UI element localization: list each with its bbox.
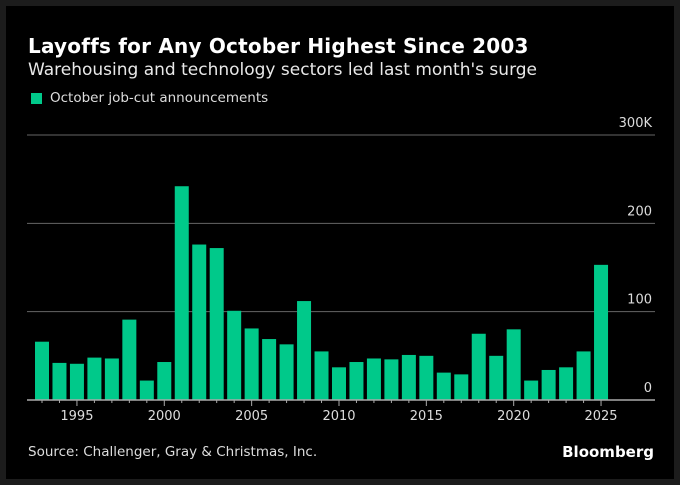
x-tick-label: 1995: [60, 409, 93, 424]
y-tick-label: 100: [627, 293, 652, 308]
bar-1994: [52, 362, 67, 400]
bar-2018: [471, 333, 486, 400]
bar-1996: [87, 357, 102, 400]
y-tick-label: 0: [644, 381, 652, 396]
bar-2008: [297, 301, 312, 400]
chart-title: Layoffs for Any October Highest Since 20…: [28, 34, 529, 58]
bar-2019: [489, 355, 504, 400]
bar-1998: [122, 319, 137, 400]
bar-1993: [35, 341, 49, 400]
bar-1997: [104, 358, 119, 400]
bar-2003: [209, 248, 224, 400]
legend-swatch: [31, 92, 42, 104]
x-tick-label: 2025: [584, 409, 617, 424]
chart-subtitle: Warehousing and technology sectors led l…: [28, 60, 538, 80]
legend-label: October job-cut announcements: [50, 90, 269, 106]
bar-2013: [384, 359, 399, 400]
bar-2001: [174, 186, 189, 400]
x-tick-label: 2000: [148, 409, 181, 424]
bar-1995: [69, 363, 84, 400]
bar-2004: [227, 310, 242, 400]
bar-2002: [192, 244, 207, 400]
x-tick-label: 2015: [410, 409, 443, 424]
bar-2023: [559, 367, 574, 400]
bar-2011: [349, 362, 364, 400]
bar-2025: [594, 264, 609, 400]
bar-2022: [541, 369, 556, 400]
legend: October job-cut announcements: [28, 90, 268, 106]
bar-2009: [314, 351, 329, 400]
bar-2016: [436, 372, 451, 400]
x-tick-label: 2005: [235, 409, 268, 424]
bar-2012: [366, 358, 381, 400]
bar-2006: [262, 339, 277, 400]
bloomberg-logo: Bloomberg: [562, 443, 654, 461]
bar-2000: [157, 362, 172, 400]
bar-2010: [331, 367, 346, 400]
bar-2024: [576, 351, 591, 400]
y-tick-label: 200: [627, 204, 652, 219]
bar-1999: [139, 380, 154, 400]
y-tick-label: 300K: [619, 116, 653, 131]
x-tick-label: 2020: [497, 409, 530, 424]
bar-2015: [419, 355, 434, 400]
bar-2005: [244, 328, 259, 400]
bar-2017: [454, 374, 469, 400]
source-note: Source: Challenger, Gray & Christmas, In…: [28, 444, 318, 460]
bar-2007: [279, 344, 294, 400]
bar-2021: [524, 380, 539, 400]
bar-2020: [506, 329, 521, 400]
bar-2014: [401, 354, 416, 400]
x-tick-label: 2010: [322, 409, 355, 424]
